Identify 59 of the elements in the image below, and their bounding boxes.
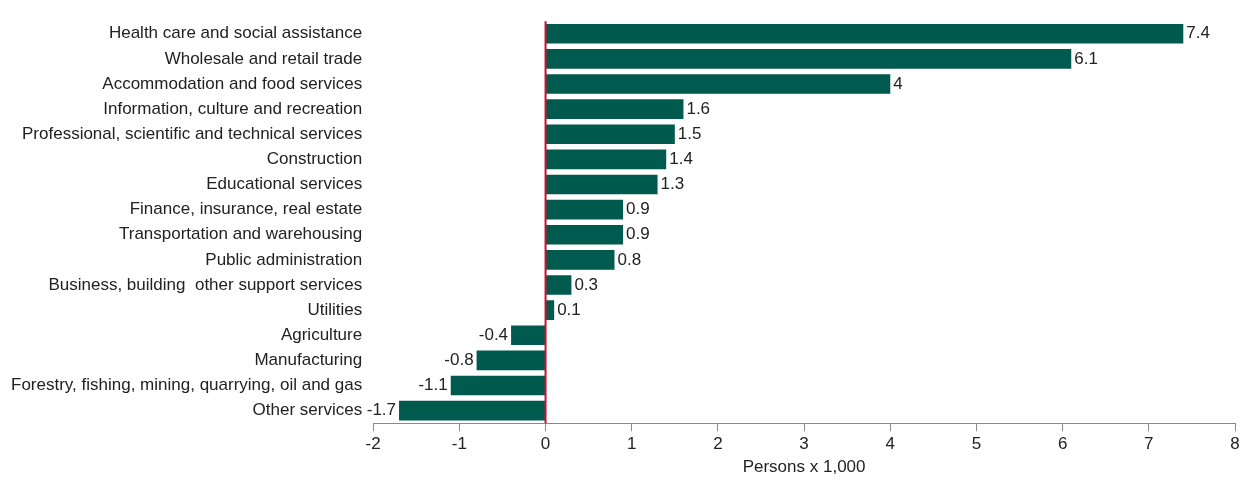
- x-tick-label: 3: [799, 434, 809, 454]
- data-label: 4: [893, 73, 903, 93]
- data-label: 1.4: [669, 149, 693, 169]
- x-tick-label: 6: [1057, 434, 1068, 454]
- x-axis-title: Persons x 1,000: [742, 457, 866, 477]
- bar: [546, 250, 615, 270]
- y-tick-label: Construction: [266, 149, 363, 169]
- data-label: 0.8: [617, 249, 642, 269]
- data-label: 1.3: [660, 174, 685, 194]
- x-tick-label: 5: [971, 434, 982, 454]
- data-label: -0.8: [444, 350, 474, 370]
- bar: [511, 325, 546, 346]
- y-tick-label: Agriculture: [280, 324, 363, 344]
- bar: [546, 49, 1072, 69]
- x-tick-label: 2: [713, 434, 723, 454]
- bar: [546, 99, 684, 119]
- y-tick-label: Manufacturing: [254, 350, 363, 370]
- data-label: -1.1: [418, 375, 448, 395]
- y-tick-label: Accommodation and food services: [102, 73, 363, 93]
- bar: [476, 350, 546, 371]
- x-tick-label: 1: [626, 434, 637, 454]
- x-tick-label: 7: [1144, 434, 1154, 454]
- bar: [399, 400, 546, 421]
- data-label: -0.4: [478, 324, 509, 344]
- bar: [546, 174, 658, 195]
- x-tick-label: 0: [540, 434, 551, 454]
- data-label: -1.7: [366, 400, 397, 420]
- data-label: 1.5: [677, 123, 702, 143]
- y-tick-label: Business, building other support services: [48, 274, 363, 294]
- y-tick-label: Professional, scientific and technical services: [22, 123, 363, 143]
- y-tick-label: Public administration: [205, 249, 363, 269]
- data-label: 7.4: [1186, 23, 1210, 43]
- y-tick-label: Other services: [252, 400, 363, 420]
- data-label: 0.9: [626, 199, 650, 219]
- y-tick-label: Health care and social assistance: [108, 23, 363, 43]
- data-label: 0.9: [626, 224, 650, 244]
- bar: [546, 199, 624, 220]
- x-tick-label: 4: [885, 434, 896, 454]
- bar: [450, 375, 546, 396]
- y-tick-label: Educational services: [206, 174, 363, 194]
- bar: [546, 224, 624, 245]
- x-tick-label: 8: [1230, 434, 1240, 454]
- y-tick-label: Wholesale and retail trade: [164, 48, 363, 68]
- x-tick-label: -2: [365, 434, 381, 454]
- bar: [546, 74, 891, 94]
- data-label: 1.6: [686, 98, 711, 118]
- bar: [546, 124, 675, 145]
- y-tick-label: Information, culture and recreation: [103, 98, 363, 118]
- bar: [546, 275, 572, 295]
- data-label: 6.1: [1074, 48, 1098, 68]
- x-tick-label: -1: [451, 434, 467, 454]
- y-tick-label: Transportation and warehousing: [118, 224, 363, 244]
- bar: [546, 149, 667, 170]
- data-label: 0.3: [574, 274, 599, 294]
- y-tick-label: Finance, insurance, real estate: [129, 199, 363, 219]
- bar: [546, 23, 1184, 44]
- data-label: 0.1: [557, 299, 581, 319]
- y-tick-label: Forestry, fishing, mining, quarrying, oil and gas: [10, 375, 363, 395]
- y-tick-label: Utilities: [307, 299, 363, 319]
